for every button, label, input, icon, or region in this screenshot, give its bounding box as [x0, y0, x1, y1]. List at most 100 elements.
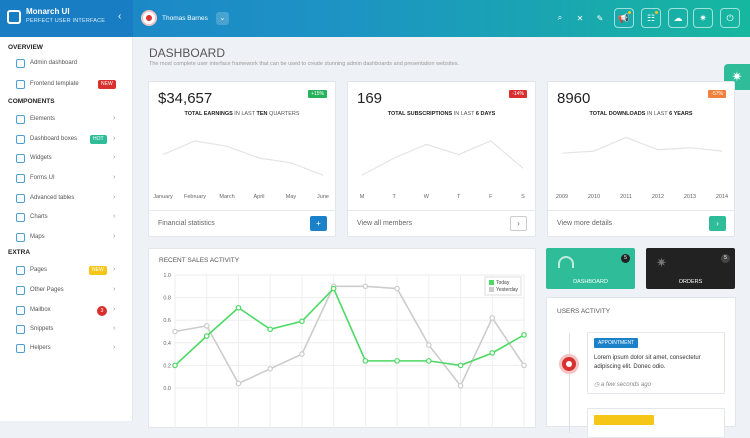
data-point	[267, 326, 273, 333]
sidebar-item-frontend-template[interactable]: Frontend template NEW	[0, 78, 133, 92]
sidebar-item-forms-ui[interactable]: Forms UI ›	[0, 172, 133, 186]
legend-label: Today	[496, 280, 510, 286]
sparkline-x-label: F	[489, 194, 493, 200]
section-extra: EXTRA	[8, 249, 31, 256]
chart-icon	[16, 213, 25, 222]
chevron-right-icon: ›	[113, 115, 116, 122]
tile-orders[interactable]: ✷ 5 ORDERS	[646, 248, 735, 289]
sidebar-item-elements[interactable]: Elements ›	[0, 113, 133, 127]
recent-sales-card: RECENT SALES ACTIVITY 0.0 0.2 0.4 0.6 0.8 1.0…	[148, 248, 536, 429]
sidebar-item-maps[interactable]: Maps ›	[0, 231, 133, 245]
sidebar-item-dashboard-boxes[interactable]: Dashboard boxes HOT ›	[0, 133, 133, 147]
sidebar-item-label: Advanced tables	[30, 195, 75, 201]
view-more-details-link[interactable]: View more details	[557, 220, 613, 227]
stat-card-earnings: $34,657 +15% TOTAL EARNINGS IN LAST TEN …	[148, 81, 336, 237]
chevron-right-icon: ›	[113, 266, 116, 273]
chevron-right-icon: ›	[113, 174, 116, 181]
view-all-members-link[interactable]: View all members	[357, 220, 413, 227]
data-point	[394, 285, 400, 292]
monitor-icon	[16, 59, 25, 68]
new-badge: NEW	[89, 266, 107, 275]
chevron-right-icon: ›	[113, 344, 116, 351]
add-button[interactable]: +	[310, 216, 327, 231]
cogs-icon: ✷	[656, 255, 667, 270]
sidebar-item-helpers[interactable]: Helpers ›	[0, 342, 133, 356]
sparkline-x-label: 2010	[588, 194, 600, 200]
sidebar-item-snippets[interactable]: Snippets ›	[0, 323, 133, 337]
dashboard-icon	[558, 256, 574, 268]
mail-count-badge: 3	[97, 306, 107, 316]
stat-change-badge: -57%	[708, 90, 726, 98]
search-icon[interactable]: ⌕	[557, 13, 563, 22]
chevron-down-icon[interactable]: ⌄	[215, 11, 229, 25]
timeline-time: ◷ a few seconds ago	[594, 382, 651, 388]
section-overview: OVERVIEW	[8, 44, 43, 51]
brush-icon[interactable]: ✎	[596, 13, 604, 23]
collapse-sidebar-icon[interactable]: ‹	[118, 11, 122, 22]
power-icon[interactable]: ⏻	[720, 8, 740, 28]
chevron-right-button[interactable]: ›	[709, 216, 726, 231]
stat-value: 169	[357, 90, 383, 107]
sidebar-item-label: Pages	[30, 267, 48, 273]
mail-icon	[16, 306, 25, 315]
page-title: DASHBOARD	[149, 46, 226, 60]
sidebar-item-mailbox[interactable]: Mailbox 3 ›	[0, 304, 133, 318]
sidebar-item-pages[interactable]: Pages NEW ›	[0, 264, 133, 278]
data-point	[203, 333, 210, 339]
avatar[interactable]	[141, 10, 157, 26]
tile-label: ORDERS	[678, 279, 703, 285]
sidebar-item-admin-dashboard[interactable]: Admin dashboard	[0, 57, 133, 71]
sparkline-series	[162, 140, 324, 176]
sidebar-item-label: Snippets	[30, 326, 54, 332]
brand-subtitle: PERFECT USER INTERFACE	[26, 18, 106, 24]
sidebar-item-widgets[interactable]: Widgets ›	[0, 152, 133, 166]
megaphone-icon[interactable]: 📢	[614, 8, 634, 28]
chevron-right-button[interactable]: ›	[510, 216, 527, 231]
sidebar: OVERVIEW Admin dashboard Frontend templa…	[0, 37, 133, 421]
y-tick-label: 0.8	[163, 296, 171, 302]
series-line	[174, 287, 525, 367]
sidebar-item-label: Frontend template	[30, 81, 79, 87]
tile-dashboard[interactable]: 5 DASHBOARD	[546, 248, 635, 289]
data-point	[362, 358, 369, 364]
financial-statistics-link[interactable]: Financial statistics	[158, 220, 215, 227]
data-point	[362, 283, 369, 290]
users-activity-card: USERS ACTIVITY APPOINTMENT Lorem ipsum d…	[546, 297, 736, 438]
tile-label: DASHBOARD	[573, 279, 608, 285]
sidebar-item-label: Helpers	[30, 345, 51, 351]
sidebar-item-label: Widgets	[30, 155, 52, 161]
appointment-tag: APPOINTMENT	[594, 338, 639, 348]
settings-icon[interactable]: ✷	[693, 8, 713, 28]
sidebar-item-other-pages[interactable]: Other Pages ›	[0, 284, 133, 298]
sparkline-x-label: 2012	[652, 194, 664, 200]
bulb-icon	[16, 135, 25, 144]
sidebar-item-advanced-tables[interactable]: Advanced tables ›	[0, 192, 133, 206]
brand[interactable]: Monarch UI PERFECT USER INTERFACE ‹	[0, 0, 133, 37]
sparkline-x-label: February	[184, 194, 206, 200]
new-badge: NEW	[98, 80, 116, 89]
timeline-item[interactable]: APPOINTMENT Lorem ipsum dolor sit amet, …	[587, 332, 725, 394]
sparkline-x-label: 2009	[556, 194, 568, 200]
sparkline-x-label: June	[317, 194, 329, 200]
diamond-icon	[16, 115, 25, 124]
user-menu[interactable]: Thomas Barnes ⌄	[141, 8, 229, 28]
equalizer-icon[interactable]: ☷	[641, 8, 661, 28]
y-tick-label: 0.6	[163, 318, 171, 324]
data-point	[330, 285, 337, 292]
timeline-text: Lorem ipsum dolor sit amet, consectetur …	[594, 355, 701, 370]
sidebar-item-label: Charts	[30, 214, 48, 220]
data-point	[521, 362, 527, 369]
close-icon[interactable]: ✕	[576, 13, 584, 23]
data-point	[299, 318, 305, 325]
stat-card-subscriptions: 169 -14% TOTAL SUBSCRIPTIONS IN LAST 6 D…	[347, 81, 536, 237]
sidebar-item-charts[interactable]: Charts ›	[0, 211, 133, 225]
timeline-item[interactable]	[587, 408, 725, 438]
series-line	[174, 285, 525, 388]
stat-value: 8960	[557, 90, 591, 107]
y-tick-label: 0.4	[163, 341, 171, 347]
cloud-icon[interactable]: ☁	[668, 8, 688, 28]
sidebar-item-label: Other Pages	[30, 287, 64, 293]
data-point	[489, 350, 496, 356]
